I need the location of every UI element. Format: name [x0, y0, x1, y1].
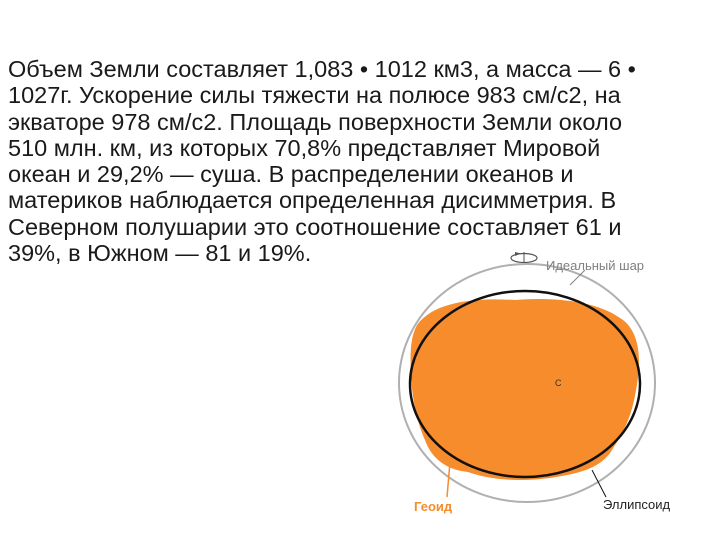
ideal-sphere-label: Идеальный шар — [546, 258, 644, 273]
ideal-sphere-leader-line — [569, 269, 586, 286]
earth-shape-diagram: C Идеальный шар Геоид Эллипсоид — [398, 252, 671, 514]
ellipsoid-outline — [408, 289, 642, 479]
text-line: 39%, в Южном — 81 и 19%. — [8, 240, 312, 267]
geoid-label: Геоид — [414, 499, 453, 514]
ellipsoid-label: Эллипсоид — [603, 497, 671, 512]
text-line: 1027г. Ускорение силы тяжести на полюсе … — [8, 82, 621, 109]
geoid-shape — [410, 298, 639, 480]
text-line: океан и 29,2% — суша. В распределении ок… — [8, 161, 574, 188]
ideal-sphere-circle — [398, 263, 656, 503]
text-line: экваторе 978 см/с2. Площадь поверхности … — [8, 108, 623, 135]
ellipsoid-leader-line — [591, 469, 607, 498]
text-line: Северном полушарии это соотношение соста… — [8, 213, 622, 240]
geoid-leader-line — [446, 461, 451, 498]
text-block: Объем Земли составляет 1,083 • 1012 км3,… — [8, 56, 708, 266]
text-line: Объем Земли составляет 1,083 • 1012 км3,… — [8, 56, 636, 82]
text-line: материков наблюдается определенная дисим… — [8, 187, 617, 214]
text-line: 510 млн. км, из которых 70,8% представля… — [8, 134, 601, 161]
center-label: C — [555, 378, 562, 388]
